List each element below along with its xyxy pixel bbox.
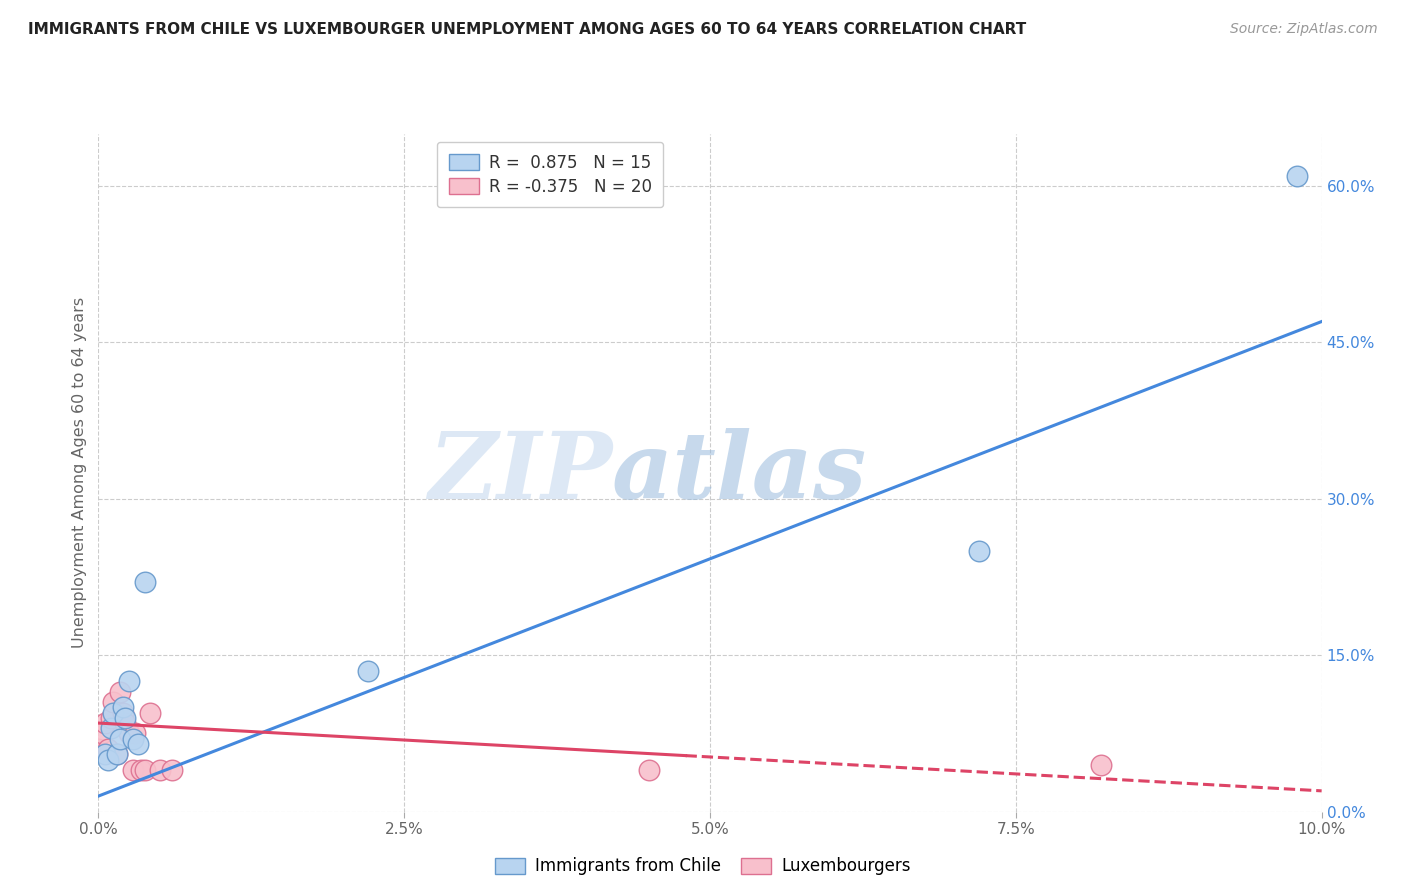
Point [91, 726, 114, 740]
Point [121, 763, 143, 777]
Text: ZIP: ZIP [427, 428, 612, 517]
Point [100, 711, 122, 725]
Point [93, 747, 115, 762]
Point [101, 706, 124, 720]
Point [118, 726, 141, 740]
Point [134, 763, 156, 777]
Point [110, 731, 132, 746]
Point [967, 544, 990, 558]
Text: Source: ZipAtlas.com: Source: ZipAtlas.com [1230, 22, 1378, 37]
Legend: R =  0.875   N = 15, R = -0.375   N = 20: R = 0.875 N = 15, R = -0.375 N = 20 [437, 142, 664, 207]
Point [638, 763, 661, 777]
Legend: Immigrants from Chile, Luxembourgers: Immigrants from Chile, Luxembourgers [488, 851, 918, 882]
Point [127, 737, 149, 751]
Point [87, 742, 110, 756]
Point [111, 700, 134, 714]
Point [118, 674, 141, 689]
Point [93, 716, 115, 731]
Point [124, 726, 146, 740]
Point [111, 706, 134, 720]
Point [100, 721, 122, 735]
Point [1090, 757, 1112, 772]
Point [105, 747, 128, 762]
Point [134, 575, 156, 590]
Text: atlas: atlas [612, 428, 868, 517]
Text: IMMIGRANTS FROM CHILE VS LUXEMBOURGER UNEMPLOYMENT AMONG AGES 60 TO 64 YEARS COR: IMMIGRANTS FROM CHILE VS LUXEMBOURGER UN… [28, 22, 1026, 37]
Point [97, 753, 120, 767]
Point [356, 664, 378, 678]
Point [121, 731, 143, 746]
Point [149, 763, 172, 777]
Point [160, 763, 183, 777]
Point [129, 763, 152, 777]
Point [114, 716, 136, 731]
Point [105, 747, 128, 762]
Point [97, 742, 120, 756]
Point [110, 685, 132, 699]
Y-axis label: Unemployment Among Ages 60 to 64 years: Unemployment Among Ages 60 to 64 years [72, 297, 87, 648]
Point [1286, 169, 1309, 183]
Point [139, 706, 162, 720]
Point [114, 711, 136, 725]
Point [101, 695, 124, 709]
